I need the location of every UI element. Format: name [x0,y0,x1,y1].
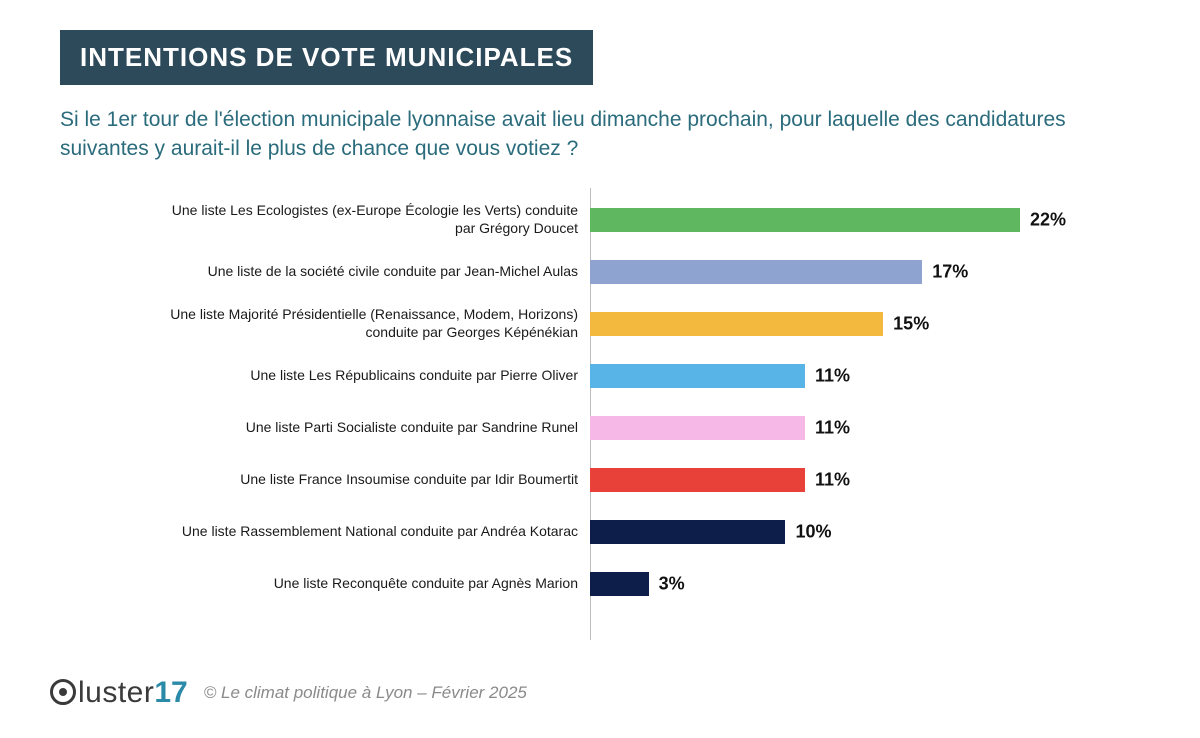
chart-row-label: Une liste Les Républicains conduite par … [160,367,590,385]
chart-bar: 10% [590,520,785,544]
chart-bar-zone: 11% [590,454,1120,506]
chart-value-label: 11% [815,417,850,438]
cluster17-logo: luster17 [50,676,188,710]
chart-value-label: 11% [815,365,850,386]
chart-value-label: 17% [932,261,968,282]
chart-value-label: 10% [795,521,831,542]
chart-row-label: Une liste Les Ecologistes (ex-Europe Éco… [160,202,590,237]
chart-bar: 11% [590,468,805,492]
chart-row: Une liste Rassemblement National conduit… [160,506,1120,558]
chart-bar: 17% [590,260,922,284]
chart-bar-zone: 17% [590,246,1120,298]
logo-ring-icon [50,679,76,705]
footer: luster17 © Le climat politique à Lyon – … [50,676,527,710]
page-title: INTENTIONS DE VOTE MUNICIPALES [60,30,593,85]
bar-chart: Une liste Les Ecologistes (ex-Europe Éco… [160,194,1120,610]
chart-row-label: Une liste Reconquête conduite par Agnès … [160,575,590,593]
chart-row-label: Une liste Rassemblement National conduit… [160,523,590,541]
survey-question: Si le 1er tour de l'élection municipale … [60,105,1130,164]
logo-brand-text: luster [78,676,154,710]
chart-bar-zone: 22% [590,194,1120,246]
chart-bar: 11% [590,416,805,440]
chart-value-label: 11% [815,469,850,490]
chart-value-label: 22% [1030,209,1066,230]
chart-row: Une liste Les Républicains conduite par … [160,350,1120,402]
chart-bar-zone: 11% [590,402,1120,454]
chart-row: Une liste Reconquête conduite par Agnès … [160,558,1120,610]
chart-row-label: Une liste Majorité Présidentielle (Renai… [160,306,590,341]
chart-row: Une liste Les Ecologistes (ex-Europe Éco… [160,194,1120,246]
chart-bar: 11% [590,364,805,388]
chart-bar-zone: 11% [590,350,1120,402]
chart-bar-zone: 15% [590,298,1120,350]
chart-bar: 3% [590,572,649,596]
chart-row-label: Une liste Parti Socialiste conduite par … [160,419,590,437]
chart-row: Une liste Majorité Présidentielle (Renai… [160,298,1120,350]
logo-brand-number: 17 [154,676,187,710]
chart-bar: 15% [590,312,883,336]
credit-line: © Le climat politique à Lyon – Février 2… [204,683,527,703]
chart-value-label: 15% [893,313,929,334]
chart-row-label: Une liste de la société civile conduite … [160,263,590,281]
chart-bar-zone: 10% [590,506,1120,558]
chart-row: Une liste de la société civile conduite … [160,246,1120,298]
chart-row-label: Une liste France Insoumise conduite par … [160,471,590,489]
chart-row: Une liste Parti Socialiste conduite par … [160,402,1120,454]
chart-bar-zone: 3% [590,558,1120,610]
chart-row: Une liste France Insoumise conduite par … [160,454,1120,506]
chart-value-label: 3% [659,573,685,594]
chart-bar: 22% [590,208,1020,232]
